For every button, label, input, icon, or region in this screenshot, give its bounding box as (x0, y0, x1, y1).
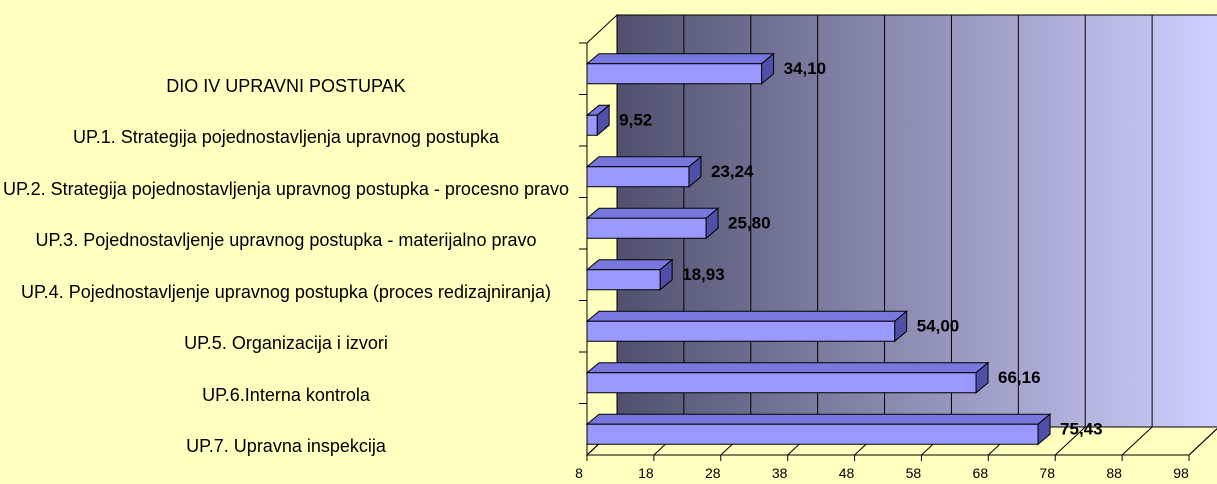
bar (585, 207, 720, 240)
bar-face (585, 362, 990, 374)
value-label: 9,52 (619, 111, 652, 130)
value-label: 34,10 (784, 59, 827, 78)
x-tick-label: 58 (906, 465, 922, 481)
x-tick-label: 68 (973, 465, 989, 481)
bar (585, 104, 611, 137)
category-label: UP.1. Strategija pojednostavljenja uprav… (73, 127, 499, 148)
bar (585, 310, 909, 343)
bar (585, 155, 703, 188)
bar-face (586, 166, 690, 188)
category-label: UP.3. Pojednostavljenje upravnog postupk… (35, 230, 537, 251)
bar (585, 52, 775, 85)
value-label: 54,00 (917, 317, 960, 336)
bar-face (586, 269, 661, 291)
grid-line (1121, 426, 1153, 456)
bar-face (586, 63, 763, 85)
value-label: 25,80 (728, 214, 771, 233)
bar-face (585, 310, 909, 322)
bar-face (585, 413, 1052, 425)
x-tick-label: 8 (575, 465, 583, 481)
category-label: UP.7. Upravna inspekcija (186, 436, 386, 457)
value-label: 66,16 (998, 368, 1041, 387)
category-label: UP.4. Pojednostavljenje upravnog postupk… (21, 281, 551, 302)
bar-face (586, 217, 707, 239)
value-label: 75,43 (1060, 420, 1103, 439)
bar-face (585, 156, 703, 168)
bar-face (585, 53, 775, 65)
bar-face (586, 372, 977, 394)
bar-face (586, 114, 598, 136)
x-tick-label: 98 (1173, 465, 1189, 481)
bar (585, 361, 990, 394)
value-label: 18,93 (682, 265, 725, 284)
bar-face (585, 259, 674, 271)
bar-face (586, 423, 1039, 445)
grid-line (1188, 428, 1217, 456)
bar (585, 413, 1052, 446)
category-label: DIO IV UPRAVNI POSTUPAK (166, 75, 406, 96)
bar-face (586, 320, 896, 342)
category-label: UP.5. Organizacija i izvori (184, 333, 388, 354)
x-tick-label: 88 (1106, 465, 1122, 481)
x-tick-label: 38 (772, 465, 788, 481)
grid-line (1054, 426, 1086, 456)
x-tick-label: 28 (705, 465, 721, 481)
bar (585, 258, 674, 291)
category-label: UP.6.Interna kontrola (202, 384, 370, 405)
x-tick-label: 78 (1039, 465, 1055, 481)
category-label: UP.2. Strategija pojednostavljenja uprav… (2, 178, 570, 199)
value-label: 23,24 (711, 162, 754, 181)
x-tick-label: 48 (839, 465, 855, 481)
bar-face (585, 207, 720, 219)
x-tick-label: 18 (638, 465, 654, 481)
